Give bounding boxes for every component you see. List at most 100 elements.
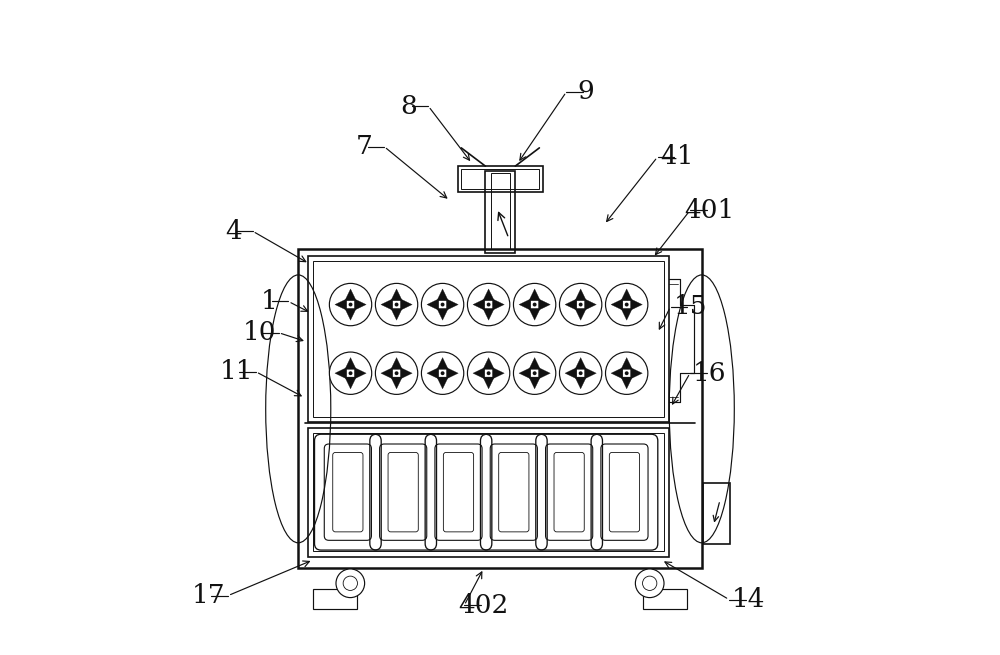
Bar xyxy=(491,174,510,250)
Bar xyxy=(308,256,669,422)
Polygon shape xyxy=(492,367,504,379)
Polygon shape xyxy=(519,299,531,310)
Polygon shape xyxy=(538,367,550,379)
Bar xyxy=(313,589,357,608)
Circle shape xyxy=(343,576,357,590)
Polygon shape xyxy=(345,377,356,389)
Circle shape xyxy=(606,284,648,326)
Polygon shape xyxy=(529,289,540,301)
Polygon shape xyxy=(427,367,439,379)
Polygon shape xyxy=(621,309,632,320)
Polygon shape xyxy=(400,367,412,379)
Polygon shape xyxy=(565,299,577,310)
Text: 402: 402 xyxy=(459,593,509,618)
Circle shape xyxy=(329,284,372,326)
Polygon shape xyxy=(437,358,448,369)
Bar xyxy=(458,166,543,192)
Polygon shape xyxy=(354,299,366,310)
Polygon shape xyxy=(565,367,577,379)
Circle shape xyxy=(395,371,399,375)
Polygon shape xyxy=(584,367,596,379)
Circle shape xyxy=(559,284,602,326)
Polygon shape xyxy=(611,299,623,310)
Circle shape xyxy=(533,303,537,307)
Bar xyxy=(298,250,702,569)
Polygon shape xyxy=(621,289,632,301)
Circle shape xyxy=(349,303,352,307)
Polygon shape xyxy=(335,367,347,379)
Polygon shape xyxy=(354,367,366,379)
Polygon shape xyxy=(529,377,540,389)
Polygon shape xyxy=(473,299,485,310)
Circle shape xyxy=(467,352,510,394)
Text: 8: 8 xyxy=(401,94,417,119)
Polygon shape xyxy=(391,377,402,389)
Circle shape xyxy=(513,284,556,326)
Bar xyxy=(485,172,515,253)
Polygon shape xyxy=(492,299,504,310)
Circle shape xyxy=(579,371,583,375)
Text: 14: 14 xyxy=(732,587,765,612)
Polygon shape xyxy=(345,309,356,320)
Text: 11: 11 xyxy=(220,359,253,384)
Circle shape xyxy=(349,371,352,375)
Polygon shape xyxy=(575,309,586,320)
Polygon shape xyxy=(391,309,402,320)
Bar xyxy=(643,589,687,608)
Circle shape xyxy=(487,371,491,375)
Text: 16: 16 xyxy=(693,360,726,386)
Text: 401: 401 xyxy=(684,198,735,223)
Polygon shape xyxy=(400,299,412,310)
Circle shape xyxy=(625,303,629,307)
Circle shape xyxy=(421,352,464,394)
Polygon shape xyxy=(630,367,642,379)
Circle shape xyxy=(375,352,418,394)
Text: 15: 15 xyxy=(673,294,707,319)
Bar xyxy=(313,261,664,417)
Polygon shape xyxy=(575,377,586,389)
Text: 17: 17 xyxy=(192,583,225,608)
Polygon shape xyxy=(446,299,458,310)
Circle shape xyxy=(533,371,537,375)
Polygon shape xyxy=(575,289,586,301)
Circle shape xyxy=(643,576,657,590)
Polygon shape xyxy=(345,358,356,369)
Circle shape xyxy=(606,352,648,394)
Polygon shape xyxy=(630,299,642,310)
Circle shape xyxy=(625,371,629,375)
Circle shape xyxy=(487,303,491,307)
Circle shape xyxy=(329,352,372,394)
Polygon shape xyxy=(621,377,632,389)
Circle shape xyxy=(421,284,464,326)
Circle shape xyxy=(513,352,556,394)
Polygon shape xyxy=(483,377,494,389)
Polygon shape xyxy=(483,289,494,301)
Polygon shape xyxy=(335,299,347,310)
Polygon shape xyxy=(391,289,402,301)
Polygon shape xyxy=(345,289,356,301)
Text: 9: 9 xyxy=(578,79,594,104)
Polygon shape xyxy=(538,299,550,310)
Ellipse shape xyxy=(669,275,734,543)
Polygon shape xyxy=(529,358,540,369)
Text: 7: 7 xyxy=(356,134,373,159)
Text: 4: 4 xyxy=(225,219,242,244)
Polygon shape xyxy=(437,377,448,389)
Polygon shape xyxy=(529,309,540,320)
Polygon shape xyxy=(575,358,586,369)
Polygon shape xyxy=(621,358,632,369)
Polygon shape xyxy=(483,309,494,320)
Text: 1: 1 xyxy=(261,289,277,314)
Bar xyxy=(308,428,669,557)
Polygon shape xyxy=(391,358,402,369)
Bar xyxy=(313,433,664,552)
Bar xyxy=(461,170,539,189)
Circle shape xyxy=(579,303,583,307)
Bar xyxy=(703,483,730,544)
Circle shape xyxy=(441,303,445,307)
Circle shape xyxy=(635,569,664,597)
Polygon shape xyxy=(473,367,485,379)
Circle shape xyxy=(375,284,418,326)
Circle shape xyxy=(336,569,365,597)
Circle shape xyxy=(559,352,602,394)
